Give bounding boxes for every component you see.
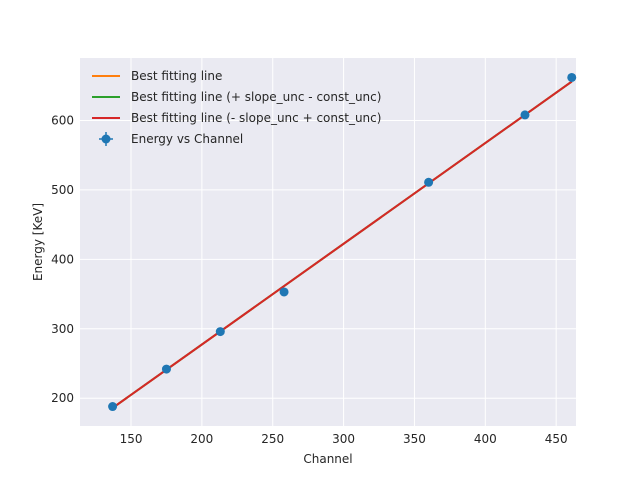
y-tick-label: 400 (51, 252, 74, 266)
data-point (215, 327, 225, 337)
x-tick-label: 250 (261, 432, 284, 446)
x-tick-label: 400 (474, 432, 497, 446)
series-layer (108, 72, 577, 412)
plot-background (80, 58, 576, 426)
x-tick-label: 150 (120, 432, 143, 446)
data-point (161, 364, 171, 374)
data-point (567, 72, 577, 82)
y-axis-ticks: 200 300 400 500 600 (51, 113, 74, 405)
y-tick-label: 500 (51, 183, 74, 197)
y-axis-label: Energy [KeV] (31, 203, 45, 281)
x-tick-label: 200 (190, 432, 213, 446)
data-point (520, 110, 530, 120)
legend-label-0: Best fitting line (131, 69, 222, 83)
data-point (279, 287, 289, 297)
legend-label-2: Best fitting line (- slope_unc + const_u… (131, 111, 381, 125)
legend: Best fitting line Best fitting line (+ sl… (92, 69, 381, 146)
x-tick-label: 300 (332, 432, 355, 446)
x-tick-label: 450 (545, 432, 568, 446)
legend-marker (101, 134, 111, 144)
data-point (424, 177, 434, 187)
grid (80, 58, 576, 426)
y-tick-label: 300 (51, 322, 74, 336)
fit-line-2 (112, 80, 573, 409)
y-tick-label: 200 (51, 391, 74, 405)
data-point (108, 402, 118, 412)
legend-label-1: Best fitting line (+ slope_unc - const_u… (131, 90, 381, 104)
y-tick-label: 600 (51, 113, 74, 127)
x-axis-ticks: 150 200 250 300 350 400 450 (120, 432, 568, 446)
x-axis-label: Channel (303, 452, 352, 466)
legend-label-3: Energy vs Channel (131, 132, 243, 146)
x-tick-label: 350 (403, 432, 426, 446)
